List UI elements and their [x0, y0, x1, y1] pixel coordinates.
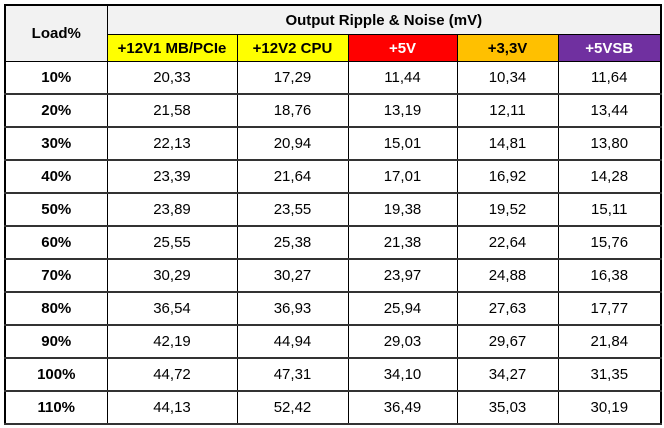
table-row: 40% 23,39 21,64 17,01 16,92 14,28	[4, 159, 662, 194]
value-cell: 47,31	[236, 357, 349, 392]
table-row: 50% 23,89 23,55 19,38 19,52 15,11	[4, 192, 662, 227]
value-cell: 12,11	[456, 93, 559, 128]
load-cell: 80%	[4, 291, 108, 326]
value-cell: 52,42	[236, 390, 349, 425]
value-cell: 22,13	[106, 126, 238, 161]
value-cell: 17,29	[236, 61, 349, 95]
load-cell: 100%	[4, 357, 108, 392]
value-cell: 36,49	[347, 390, 458, 425]
value-cell: 16,38	[557, 258, 662, 293]
value-cell: 25,55	[106, 225, 238, 260]
value-cell: 21,38	[347, 225, 458, 260]
load-cell: 40%	[4, 159, 108, 194]
table-row: 70% 30,29 30,27 23,97 24,88 16,38	[4, 258, 662, 293]
value-cell: 20,94	[236, 126, 349, 161]
value-cell: 20,33	[106, 61, 238, 95]
value-cell: 21,84	[557, 324, 662, 359]
table-row: 60% 25,55 25,38 21,38 22,64 15,76	[4, 225, 662, 260]
table-title: Output Ripple & Noise (mV)	[106, 4, 662, 35]
value-cell: 11,64	[557, 61, 662, 95]
value-cell: 42,19	[106, 324, 238, 359]
load-cell: 20%	[4, 93, 108, 128]
value-cell: 21,58	[106, 93, 238, 128]
value-cell: 23,97	[347, 258, 458, 293]
value-cell: 34,10	[347, 357, 458, 392]
value-cell: 36,93	[236, 291, 349, 326]
value-cell: 15,76	[557, 225, 662, 260]
table-row: 30% 22,13 20,94 15,01 14,81 13,80	[4, 126, 662, 161]
value-cell: 24,88	[456, 258, 559, 293]
value-cell: 13,44	[557, 93, 662, 128]
value-cell: 22,64	[456, 225, 559, 260]
value-cell: 23,55	[236, 192, 349, 227]
column-header: +5V	[347, 34, 458, 62]
value-cell: 16,92	[456, 159, 559, 194]
corner-header: Load%	[4, 4, 108, 62]
load-cell: 10%	[4, 61, 108, 95]
value-cell: 30,29	[106, 258, 238, 293]
table-row: 80% 36,54 36,93 25,94 27,63 17,77	[4, 291, 662, 326]
value-cell: 14,81	[456, 126, 559, 161]
load-cell: 30%	[4, 126, 108, 161]
ripple-table: Load% Output Ripple & Noise (mV) +12V1 M…	[4, 4, 663, 425]
value-cell: 29,67	[456, 324, 559, 359]
value-cell: 13,80	[557, 126, 662, 161]
value-cell: 35,03	[456, 390, 559, 425]
value-cell: 19,38	[347, 192, 458, 227]
value-cell: 10,34	[456, 61, 559, 95]
value-cell: 44,13	[106, 390, 238, 425]
table-row: 90% 42,19 44,94 29,03 29,67 21,84	[4, 324, 662, 359]
load-cell: 70%	[4, 258, 108, 293]
column-header: +3,3V	[456, 34, 559, 62]
value-cell: 19,52	[456, 192, 559, 227]
value-cell: 44,72	[106, 357, 238, 392]
value-cell: 25,38	[236, 225, 349, 260]
load-cell: 60%	[4, 225, 108, 260]
table-wrap: Load% Output Ripple & Noise (mV) +12V1 M…	[4, 4, 663, 425]
value-cell: 30,27	[236, 258, 349, 293]
value-cell: 11,44	[347, 61, 458, 95]
load-cell: 90%	[4, 324, 108, 359]
load-cell: 50%	[4, 192, 108, 227]
value-cell: 13,19	[347, 93, 458, 128]
value-cell: 15,01	[347, 126, 458, 161]
value-cell: 17,77	[557, 291, 662, 326]
value-cell: 21,64	[236, 159, 349, 194]
table-row: 100% 44,72 47,31 34,10 34,27 31,35	[4, 357, 662, 392]
column-header: +12V2 CPU	[236, 34, 349, 62]
value-cell: 14,28	[557, 159, 662, 194]
value-cell: 44,94	[236, 324, 349, 359]
value-cell: 31,35	[557, 357, 662, 392]
column-header: +12V1 MB/PCIe	[106, 34, 238, 62]
value-cell: 23,39	[106, 159, 238, 194]
value-cell: 34,27	[456, 357, 559, 392]
table-row: 110% 44,13 52,42 36,49 35,03 30,19	[4, 390, 662, 425]
value-cell: 36,54	[106, 291, 238, 326]
column-header: +5VSB	[557, 34, 662, 62]
table-row: 10% 20,33 17,29 11,44 10,34 11,64	[4, 61, 662, 95]
value-cell: 29,03	[347, 324, 458, 359]
value-cell: 30,19	[557, 390, 662, 425]
value-cell: 15,11	[557, 192, 662, 227]
value-cell: 25,94	[347, 291, 458, 326]
table-row: 20% 21,58 18,76 13,19 12,11 13,44	[4, 93, 662, 128]
value-cell: 18,76	[236, 93, 349, 128]
value-cell: 23,89	[106, 192, 238, 227]
value-cell: 17,01	[347, 159, 458, 194]
value-cell: 27,63	[456, 291, 559, 326]
load-cell: 110%	[4, 390, 108, 425]
